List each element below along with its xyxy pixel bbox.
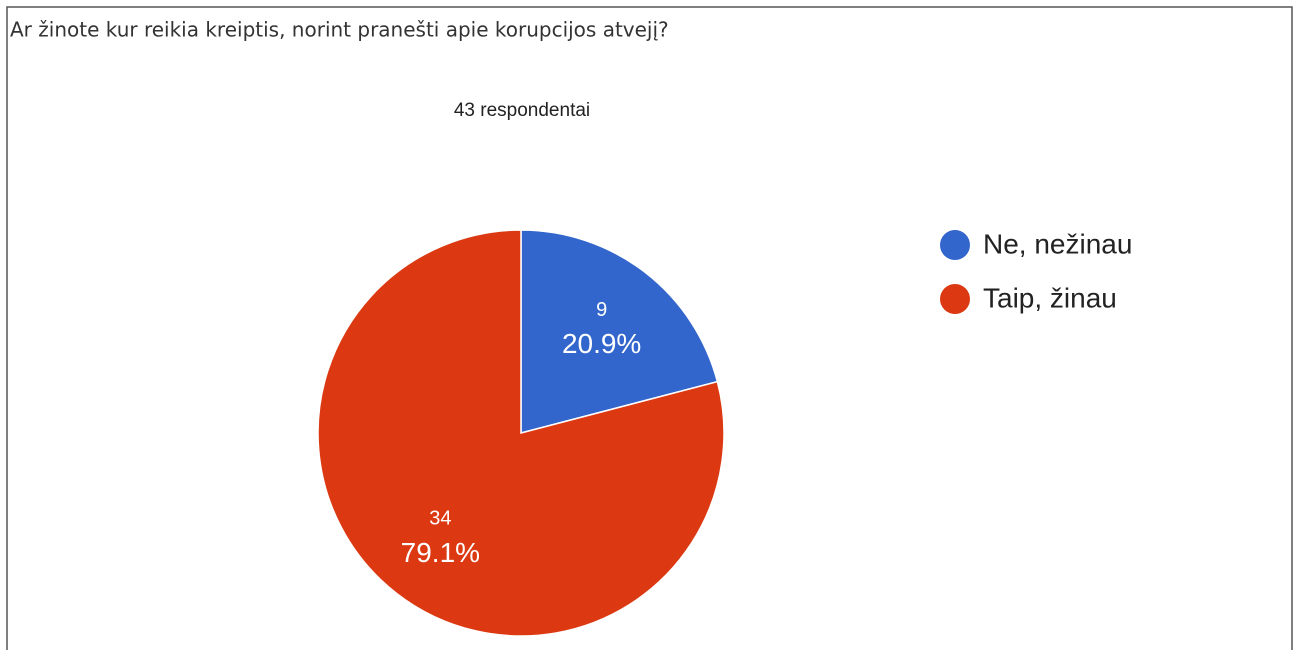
pie-slice: [317, 229, 725, 637]
legend-label: Ne, nežinau: [983, 228, 1132, 259]
slice-percent-label: 79.1%: [401, 537, 480, 568]
legend-swatch: [940, 230, 970, 260]
frame: [6, 6, 1293, 650]
chart-subtitle: 43 respondentai: [454, 100, 590, 121]
legend-label: Taip, žinau: [983, 282, 1117, 313]
chart-title: Ar žinote kur reikia kreiptis, norint pr…: [10, 18, 669, 42]
slice-percent-label: 20.9%: [562, 328, 641, 359]
pie-slice: [520, 229, 719, 434]
slice-count-label: 9: [596, 299, 607, 321]
slice-count-label: 34: [429, 508, 451, 530]
legend-swatch: [940, 284, 970, 314]
